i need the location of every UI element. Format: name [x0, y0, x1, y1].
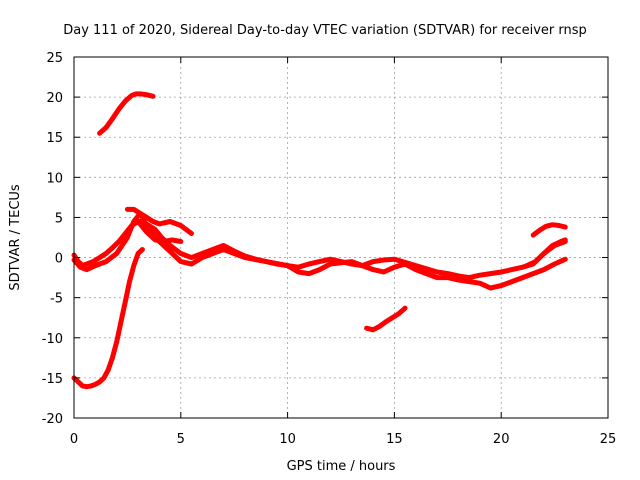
x-tick-label: 15 — [386, 432, 403, 447]
y-axis-label: SDTVAR / TECUs — [8, 184, 23, 291]
plot-frame — [73, 56, 609, 419]
series-line-mid-arc — [364, 305, 408, 333]
series-line-main-d — [135, 219, 184, 244]
x-tick-label: 25 — [600, 432, 617, 447]
y-tick-label: -10 — [42, 332, 63, 347]
y-tick-label: 10 — [46, 171, 63, 186]
series-line-end-arc-b — [524, 237, 568, 269]
x-tick-label: 10 — [279, 432, 296, 447]
series-line-main-b — [71, 210, 568, 291]
ticks: 0 5 10 15 20 25 -20 -15 -10 -5 0 5 10 15 20 25 — [42, 51, 617, 447]
series-line-main-c — [124, 206, 194, 236]
y-tick-label: -20 — [42, 412, 63, 427]
x-tick-label: 5 — [177, 432, 185, 447]
y-tick-label: -15 — [42, 372, 63, 387]
y-tick-label: -5 — [50, 292, 63, 307]
y-tick-label: 25 — [46, 51, 63, 66]
y-tick-label: 20 — [46, 91, 63, 106]
x-axis-label: GPS time / hours — [287, 459, 396, 474]
y-tick-label: 5 — [55, 211, 63, 226]
series-line-upper-arc — [97, 91, 156, 136]
y-tick-label: 0 — [55, 252, 63, 267]
x-tick-label: 0 — [70, 432, 78, 447]
y-tick-label: 15 — [46, 131, 63, 146]
grid — [74, 57, 608, 418]
chart-title: Day 111 of 2020, Sidereal Day-to-day VTE… — [63, 23, 587, 38]
x-tick-label: 20 — [493, 432, 510, 447]
series-line-end-arc-a — [530, 222, 568, 238]
plot-area — [71, 91, 568, 390]
series-line-rising-track — [71, 247, 145, 390]
